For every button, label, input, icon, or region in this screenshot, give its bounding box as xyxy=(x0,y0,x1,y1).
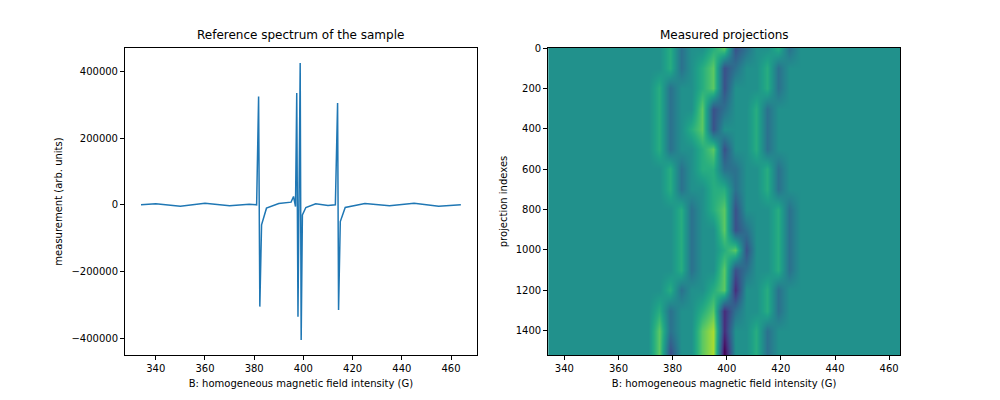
svg-text:380: 380 xyxy=(663,363,682,374)
svg-text:1400: 1400 xyxy=(516,325,541,336)
svg-text:400: 400 xyxy=(522,123,541,134)
svg-text:340: 340 xyxy=(146,363,165,374)
svg-text:0: 0 xyxy=(535,43,541,54)
svg-text:B: homogeneous magnetic field: B: homogeneous magnetic field intensity … xyxy=(189,378,414,389)
svg-text:380: 380 xyxy=(245,363,264,374)
svg-text:measurement (arb. units): measurement (arb. units) xyxy=(53,137,64,265)
svg-text:1200: 1200 xyxy=(516,285,541,296)
svg-text:360: 360 xyxy=(609,363,628,374)
svg-text:420: 420 xyxy=(771,363,790,374)
svg-text:200000: 200000 xyxy=(80,133,118,144)
svg-text:440: 440 xyxy=(825,363,844,374)
svg-text:Reference spectrum of the samp: Reference spectrum of the sample xyxy=(197,28,404,42)
svg-text:projection indexes: projection indexes xyxy=(498,156,509,248)
svg-text:Measured projections: Measured projections xyxy=(660,28,789,42)
svg-text:600: 600 xyxy=(522,164,541,175)
svg-text:340: 340 xyxy=(555,363,574,374)
svg-text:200: 200 xyxy=(522,83,541,94)
svg-text:−200000: −200000 xyxy=(71,266,118,277)
svg-text:0: 0 xyxy=(112,199,118,210)
svg-text:420: 420 xyxy=(343,363,362,374)
svg-text:B: homogeneous magnetic field: B: homogeneous magnetic field intensity … xyxy=(612,378,837,389)
svg-text:400: 400 xyxy=(294,363,313,374)
svg-text:440: 440 xyxy=(392,363,411,374)
svg-text:1000: 1000 xyxy=(516,244,541,255)
svg-text:400: 400 xyxy=(717,363,736,374)
svg-text:−400000: −400000 xyxy=(71,333,118,344)
svg-text:460: 460 xyxy=(880,363,899,374)
svg-text:800: 800 xyxy=(522,204,541,215)
svg-text:400000: 400000 xyxy=(80,66,118,77)
svg-text:460: 460 xyxy=(441,363,460,374)
svg-text:360: 360 xyxy=(195,363,214,374)
